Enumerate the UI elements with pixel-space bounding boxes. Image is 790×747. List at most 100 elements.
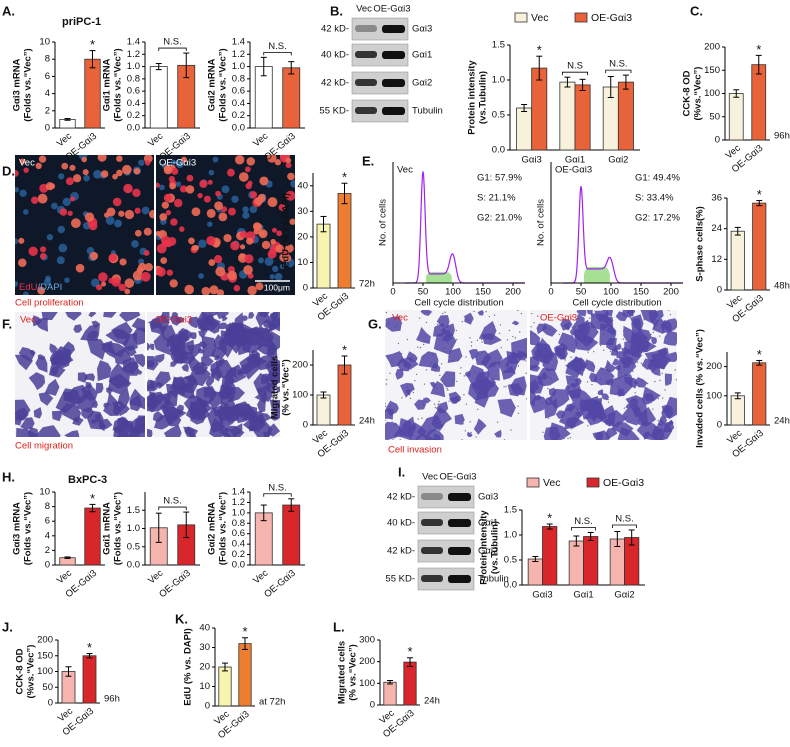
pore xyxy=(604,366,606,369)
y-tick-label: 0.5 xyxy=(504,555,517,566)
nucleus-dapi xyxy=(141,206,150,215)
x-tick-label: 150 xyxy=(475,287,491,298)
nucleus-edu xyxy=(166,269,174,276)
cell xyxy=(48,365,66,378)
bar xyxy=(728,93,744,141)
y-tick-label: 10 xyxy=(39,37,50,48)
cell xyxy=(86,330,99,339)
nucleus-dapi xyxy=(208,169,215,176)
pore xyxy=(470,341,473,343)
y-tick-label: 150 xyxy=(37,650,53,661)
significance-bracket xyxy=(561,71,589,76)
blot-strip xyxy=(417,511,475,535)
pore xyxy=(657,398,660,400)
nucleus-edu xyxy=(156,230,161,236)
error-bar xyxy=(288,498,295,512)
significance: N.S. xyxy=(163,496,181,507)
nucleus-dapi xyxy=(242,206,249,213)
y-tick-label: 200 xyxy=(37,635,53,646)
cell xyxy=(516,350,527,361)
y-tick-label: 1.5 xyxy=(492,40,505,51)
blot-strip xyxy=(417,567,475,591)
band xyxy=(355,79,377,86)
cell xyxy=(541,372,549,380)
nucleus-edu xyxy=(112,197,122,207)
nucleus-edu xyxy=(278,203,286,211)
nucleus-edu xyxy=(69,164,76,171)
cell xyxy=(147,428,153,437)
cell xyxy=(565,356,583,379)
nucleus-edu xyxy=(276,230,283,237)
cell xyxy=(270,411,280,421)
cell xyxy=(599,323,617,346)
y-tick-label: 100 xyxy=(706,390,722,401)
y-tick-label: 0 xyxy=(715,135,720,146)
nucleus-edu xyxy=(118,210,125,217)
error-bar xyxy=(341,182,348,205)
significance: N.S. xyxy=(574,516,592,527)
y-tick-label: 0 xyxy=(303,283,308,294)
cell xyxy=(573,329,581,337)
cell xyxy=(200,406,208,414)
x-tick-label: OE-Gαi3 xyxy=(157,568,193,600)
cell xyxy=(560,318,573,331)
y-axis-label: EdU (% vs.DAPI) xyxy=(281,193,292,268)
significance: * xyxy=(342,170,347,185)
nucleus-edu xyxy=(214,201,224,211)
nucleus-dapi xyxy=(231,195,239,203)
cell xyxy=(530,396,550,414)
y-tick-label: 100 xyxy=(704,88,720,99)
cell xyxy=(218,404,239,430)
cell xyxy=(35,425,61,437)
sample-label: Vec xyxy=(397,165,413,176)
cell xyxy=(436,401,449,414)
nucleus-edu xyxy=(193,244,200,251)
nucleus-dapi xyxy=(242,211,250,219)
nucleus-dapi xyxy=(198,239,207,249)
nucleus-edu xyxy=(203,195,211,203)
s-phase-area xyxy=(584,266,610,283)
nucleus-edu xyxy=(145,160,151,166)
phase-stat: G1: 49.4% xyxy=(635,173,680,184)
legend-label: OE-Gαi3 xyxy=(591,12,632,24)
cell xyxy=(659,415,667,424)
bar xyxy=(516,107,533,151)
image-panel xyxy=(15,312,145,437)
cell xyxy=(35,357,48,373)
nucleus-edu xyxy=(148,209,154,219)
pore xyxy=(496,421,499,423)
x-tick-label: 0 xyxy=(548,287,553,298)
y-axis-label: Invaded cells (% vs.“Vec”) xyxy=(695,329,706,448)
nucleus-edu xyxy=(238,172,249,182)
cell xyxy=(622,403,643,426)
y-tick-label: 50 xyxy=(42,682,53,693)
error-bar xyxy=(320,391,327,399)
cell xyxy=(163,425,182,437)
cell xyxy=(181,363,189,372)
nucleus-edu xyxy=(168,175,175,183)
nucleus-edu xyxy=(271,227,277,233)
x-tick-label: Vec xyxy=(55,568,74,587)
cell xyxy=(600,393,610,401)
nucleus-edu xyxy=(267,197,278,208)
error-bar xyxy=(320,215,327,233)
nucleus-dapi xyxy=(138,159,145,166)
error-bar xyxy=(222,662,228,672)
note: 72h xyxy=(359,279,375,290)
bar xyxy=(282,67,301,129)
bar xyxy=(617,81,634,151)
cell xyxy=(507,383,524,397)
nucleus-edu xyxy=(122,164,132,175)
cell xyxy=(530,379,540,393)
nucleus-dapi xyxy=(83,174,90,182)
cell xyxy=(653,427,665,440)
cell xyxy=(197,347,205,354)
x-tick-label: Vec xyxy=(55,131,74,150)
cell xyxy=(155,371,171,388)
cell xyxy=(501,365,516,380)
band xyxy=(355,107,377,114)
significance: N.S xyxy=(567,61,583,72)
nucleus-edu xyxy=(118,283,126,292)
bar xyxy=(84,58,101,129)
legend-swatch xyxy=(586,477,600,488)
